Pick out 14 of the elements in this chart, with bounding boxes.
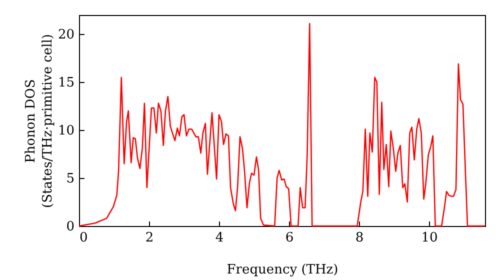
x-tick-label: 2 bbox=[145, 230, 154, 246]
x-axis-title: Frequency (THz) bbox=[226, 262, 338, 278]
x-tick-label: 4 bbox=[215, 230, 224, 246]
line-series bbox=[78, 22, 486, 227]
x-tick-label: 8 bbox=[355, 230, 364, 246]
y-tick-label: 10 bbox=[58, 124, 74, 139]
x-tick-label: 6 bbox=[285, 230, 294, 246]
y-tick-label: 5 bbox=[66, 172, 74, 187]
y-tick-label: 0 bbox=[66, 220, 74, 234]
y-axis-title: Phonon DOS (States/THz·primitive cell) bbox=[24, 34, 56, 208]
x-tick-label: 0 bbox=[80, 230, 88, 246]
y-tick-label: 20 bbox=[58, 28, 74, 43]
y-tick-label: 15 bbox=[58, 76, 74, 91]
x-tick-label: 10 bbox=[421, 230, 438, 246]
